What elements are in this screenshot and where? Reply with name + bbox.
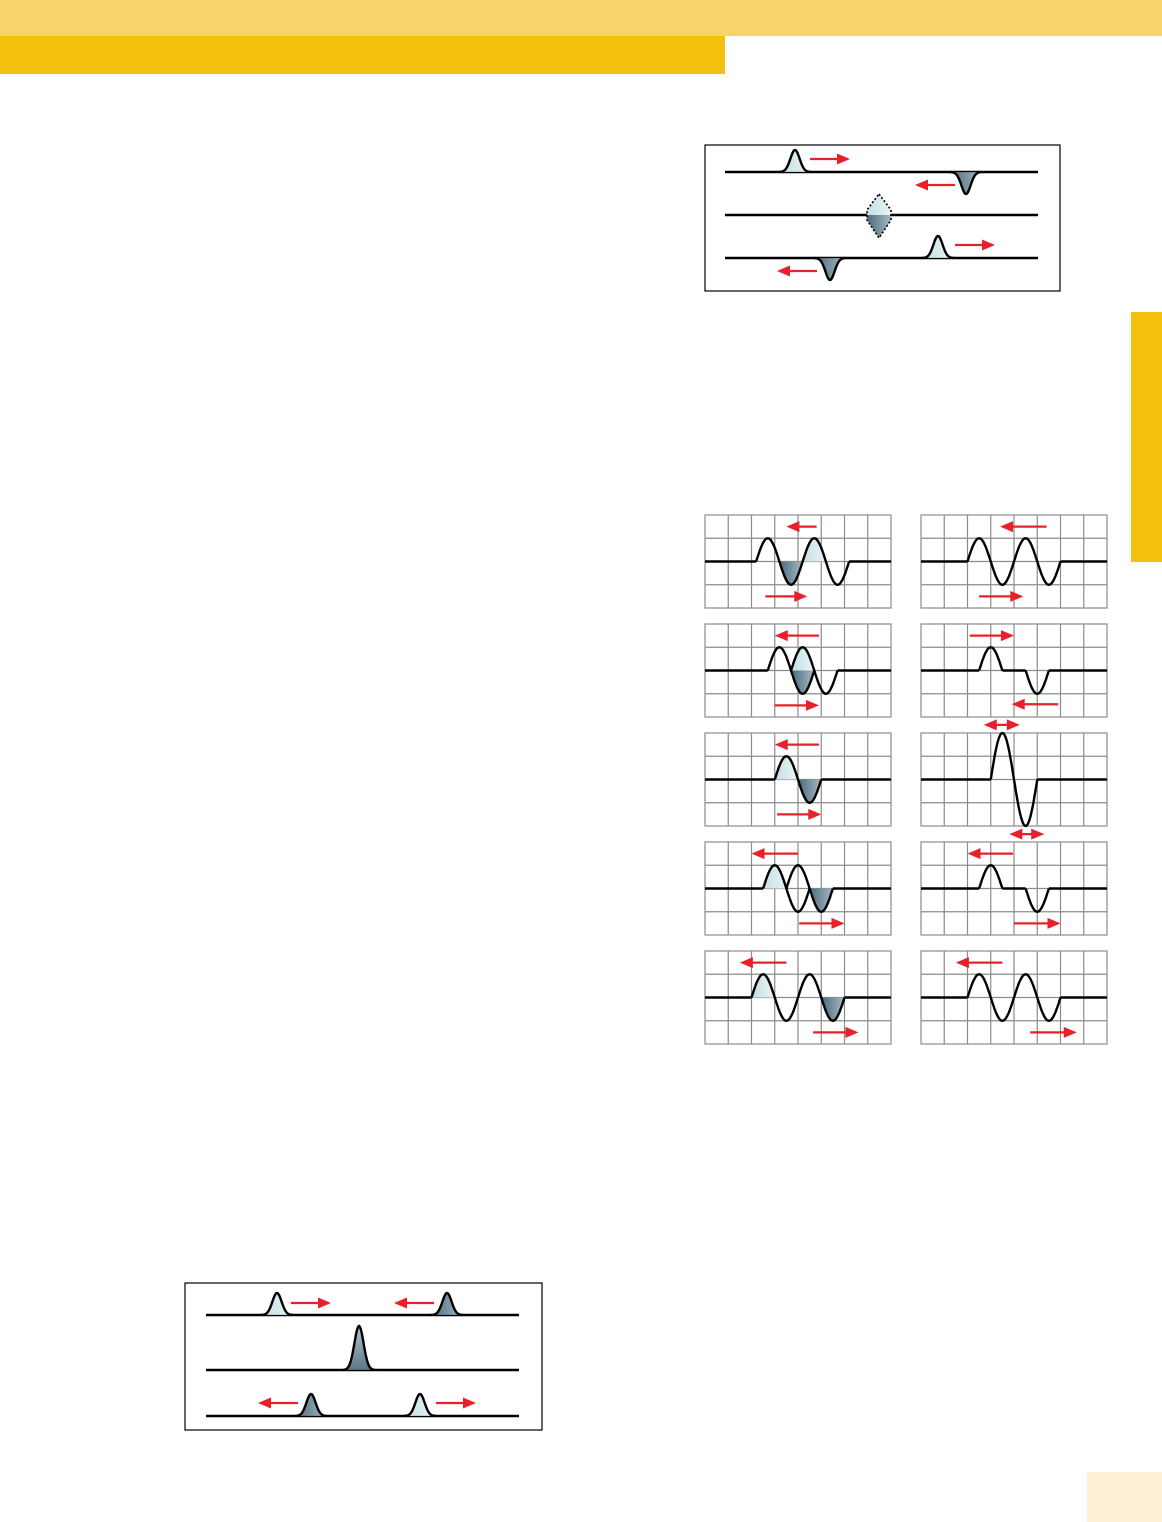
lobe-fill — [774, 756, 798, 780]
pulse-outline — [261, 1291, 293, 1317]
arrow-head-icon — [967, 848, 981, 860]
lobe-fill — [802, 538, 826, 562]
arrow-head-icon — [463, 1397, 476, 1409]
arrow-head-icon — [1047, 917, 1061, 929]
pulse-fill — [343, 1326, 375, 1370]
pulse-outline — [431, 1291, 463, 1317]
page-number-box — [1087, 1472, 1162, 1522]
wave-panel — [704, 623, 892, 718]
wave-panel — [704, 732, 892, 827]
wave-curve — [977, 864, 1004, 889]
pulse-outline — [295, 1392, 327, 1418]
pulse-fill — [922, 236, 954, 258]
lobe-fill — [763, 865, 787, 889]
arrow-head-icon — [1031, 828, 1045, 840]
arrow-head-icon — [982, 239, 995, 251]
overlap-bottom-fill — [867, 215, 891, 238]
wave-panel — [920, 719, 1108, 840]
arrow-head-icon — [786, 521, 800, 533]
wave-curve — [750, 973, 846, 1023]
wave-curve — [773, 755, 823, 805]
arrow-head-icon — [808, 808, 822, 820]
wave-curve — [754, 537, 851, 587]
arrow-head-icon — [739, 957, 753, 969]
pulse-outline — [779, 148, 811, 174]
arrow-head-icon — [1063, 1026, 1077, 1038]
wave-curve — [785, 864, 835, 914]
arrow-head-icon — [955, 957, 969, 969]
header-title-band — [0, 36, 725, 74]
pulse-fill — [431, 1293, 463, 1315]
lobe-fill — [821, 997, 845, 1021]
pulse-outline — [922, 234, 954, 260]
lobe-fill — [779, 561, 803, 585]
wave-panel — [920, 623, 1108, 718]
pulse-fill — [404, 1394, 436, 1416]
wave-curve — [989, 731, 1039, 828]
arrow-head-icon — [777, 265, 790, 277]
lobe-fill — [798, 779, 822, 803]
lobe-fill — [791, 647, 815, 671]
arrow-head-icon — [1009, 828, 1023, 840]
arrow-head-icon — [258, 1397, 271, 1409]
header-top-bar — [0, 0, 1162, 36]
figure-wave-grid-panels — [704, 514, 1108, 1045]
arrow-head-icon — [1000, 521, 1014, 533]
pulse-fill — [261, 1293, 293, 1315]
arrow-head-icon — [831, 917, 845, 929]
arrow-head-icon — [837, 153, 850, 165]
overlap-dotted-outline — [866, 192, 892, 240]
pulse-outline — [814, 256, 846, 282]
wave-curve — [789, 646, 839, 696]
arrow-head-icon — [751, 848, 765, 860]
wave-curve — [1024, 888, 1051, 914]
wave-panel — [920, 841, 1108, 936]
arrow-head-icon — [774, 739, 788, 751]
arrow-head-icon — [394, 1297, 407, 1309]
overlap-top-fill — [867, 194, 891, 215]
arrow-head-icon — [1011, 698, 1025, 710]
wave-panel — [704, 514, 892, 609]
lobe-fill — [809, 888, 833, 912]
wave-panel — [704, 841, 892, 936]
pulse-fill — [950, 172, 982, 194]
chapter-side-tab — [1131, 312, 1162, 562]
pulse-fill — [779, 150, 811, 172]
figure-upright-pulses — [184, 1282, 543, 1431]
wave-panel — [704, 950, 892, 1045]
figure-inverted-pulses — [704, 144, 1061, 292]
wave-panel — [920, 514, 1108, 609]
pulse-outline — [404, 1392, 436, 1418]
arrow-head-icon — [1001, 630, 1014, 642]
wave-curve — [1024, 670, 1051, 696]
wave-panel — [920, 950, 1108, 1045]
lobe-fill — [751, 974, 775, 998]
arrow-head-icon — [1010, 590, 1024, 602]
arrow-head-icon — [805, 699, 819, 711]
wave-curve — [966, 973, 1062, 1023]
pulse-fill — [295, 1394, 327, 1416]
arrow-head-icon — [1006, 719, 1020, 731]
wave-curve — [966, 537, 1062, 587]
lobe-fill — [791, 670, 815, 694]
pulse-fill — [814, 258, 846, 280]
wave-curve — [977, 646, 1004, 671]
arrow-head-icon — [774, 630, 788, 642]
arrow-head-icon — [983, 719, 997, 731]
arrow-head-icon — [794, 590, 808, 602]
arrow-head-icon — [915, 179, 928, 191]
pulse-outline — [342, 1324, 376, 1372]
arrow-head-icon — [845, 1026, 859, 1038]
pulse-outline — [950, 170, 982, 196]
arrow-head-icon — [318, 1297, 331, 1309]
